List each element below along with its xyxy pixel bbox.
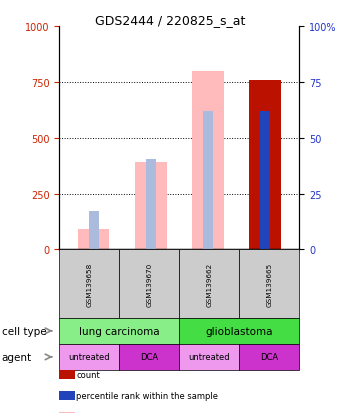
Bar (260, 112, 270, 250)
Text: agent: agent (2, 352, 32, 362)
Text: count: count (76, 370, 100, 380)
Text: glioblastoma: glioblastoma (205, 326, 273, 336)
Bar (89, 212, 99, 250)
Bar (146, 159, 156, 250)
Text: GSM139658: GSM139658 (86, 262, 92, 306)
Text: GSM139665: GSM139665 (266, 262, 272, 306)
Bar (135, 163, 167, 250)
Text: lung carcinoma: lung carcinoma (79, 326, 160, 336)
Text: value, Detection Call = ABSENT: value, Detection Call = ABSENT (76, 412, 210, 413)
Text: untreated: untreated (188, 353, 230, 361)
Bar (192, 71, 224, 250)
Text: untreated: untreated (69, 353, 110, 361)
Text: DCA: DCA (260, 353, 278, 361)
Bar (78, 230, 109, 250)
Text: GSM139670: GSM139670 (147, 262, 152, 306)
Text: percentile rank within the sample: percentile rank within the sample (76, 391, 219, 400)
Text: DCA: DCA (140, 353, 158, 361)
Text: GDS2444 / 220825_s_at: GDS2444 / 220825_s_at (95, 14, 245, 27)
Bar (203, 112, 213, 250)
Text: GSM139662: GSM139662 (206, 262, 212, 306)
Text: cell type: cell type (2, 326, 46, 336)
Bar (249, 81, 280, 250)
